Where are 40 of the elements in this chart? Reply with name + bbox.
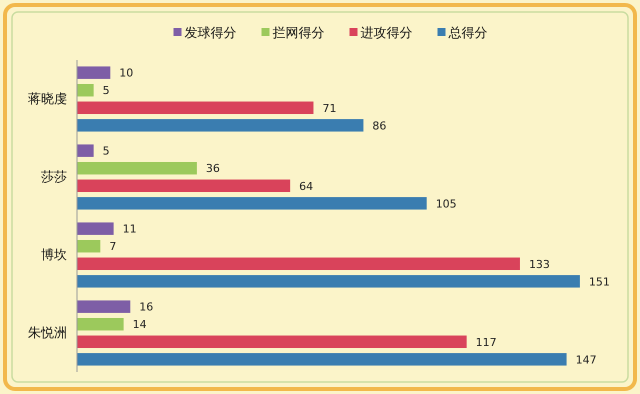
bar xyxy=(77,66,110,79)
data-label: 7 xyxy=(109,240,116,254)
bar xyxy=(77,353,567,366)
bar xyxy=(77,240,100,252)
y-tick-label: 蒋晓虔 xyxy=(28,92,67,107)
data-label: 133 xyxy=(528,258,550,271)
data-label: 147 xyxy=(576,353,597,366)
legend-label: 总得分 xyxy=(448,26,488,41)
data-label: 64 xyxy=(299,180,314,193)
bar xyxy=(77,119,364,132)
legend-label: 拦网得分 xyxy=(272,26,324,41)
legend-label: 发球得分 xyxy=(184,26,236,41)
bar xyxy=(77,336,467,348)
bar xyxy=(77,144,94,157)
bar xyxy=(77,222,114,235)
data-label: 14 xyxy=(132,318,147,332)
data-label: 16 xyxy=(139,300,154,314)
data-label: 86 xyxy=(372,119,386,132)
legend-label: 进攻得分 xyxy=(360,26,412,41)
bar xyxy=(77,197,427,210)
data-label: 71 xyxy=(322,102,336,115)
data-label: 151 xyxy=(588,275,610,288)
bar xyxy=(77,258,520,270)
y-tick-label: 莎莎 xyxy=(41,170,67,185)
data-label: 5 xyxy=(102,84,110,98)
bar xyxy=(77,180,290,192)
data-label: 11 xyxy=(122,222,137,236)
data-label: 105 xyxy=(436,197,457,210)
data-label: 5 xyxy=(102,144,110,158)
bar xyxy=(77,84,94,96)
y-tick-label: 朱悦洲 xyxy=(28,326,67,341)
bar xyxy=(77,300,130,313)
bar xyxy=(77,102,314,114)
y-tick-label: 博坎 xyxy=(41,248,67,263)
data-label: 36 xyxy=(206,162,220,176)
data-label: 10 xyxy=(119,66,134,80)
bar xyxy=(77,162,197,174)
data-label: 117 xyxy=(476,336,497,349)
bar xyxy=(77,275,580,288)
bar xyxy=(77,318,124,330)
